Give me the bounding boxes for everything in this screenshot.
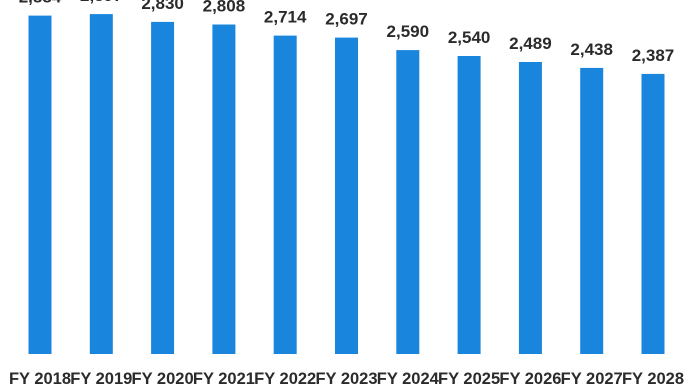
x-tick-label: FY 2020 xyxy=(132,370,194,388)
x-tick-label: FY 2022 xyxy=(254,370,316,388)
bar xyxy=(580,67,604,355)
x-tick-label: FY 2026 xyxy=(499,370,561,388)
bar-value-label: 2,489 xyxy=(509,34,552,53)
x-tick-label: FY 2023 xyxy=(315,370,377,388)
bar xyxy=(518,62,542,354)
bar-value-label: 2,438 xyxy=(570,40,613,59)
bar-value-label: 2,590 xyxy=(387,22,430,41)
bar-value-label: 2,897 xyxy=(80,0,123,5)
x-tick-label: FY 2021 xyxy=(193,370,255,388)
bar xyxy=(396,50,420,354)
bar xyxy=(151,21,175,355)
x-tick-label: FY 2027 xyxy=(561,370,623,388)
x-tick-label: FY 2019 xyxy=(70,370,132,388)
bar-value-label: 2,830 xyxy=(141,0,184,13)
bar xyxy=(28,15,52,354)
x-tick-labels-group: FY 2018 FY 2019 FY 2020 FY 2021 FY 2022 FY 20… xyxy=(9,370,684,388)
bar-value-label: 2,884 xyxy=(19,0,62,7)
x-tick-label: FY 2018 xyxy=(9,370,71,388)
bar-value-label: 2,714 xyxy=(264,8,307,27)
bar xyxy=(273,35,297,354)
data-labels-group: 2,884 2,897 2,830 2,808 2,714 2,697 2,590 2,540… xyxy=(19,0,675,65)
bar xyxy=(641,73,665,355)
bar-value-label: 2,697 xyxy=(325,10,368,29)
x-tick-label: FY 2024 xyxy=(377,370,440,388)
bar-value-label: 2,808 xyxy=(203,0,246,16)
bar xyxy=(335,37,358,354)
bar xyxy=(89,14,113,354)
bar xyxy=(212,24,236,354)
x-tick-label: FY 2025 xyxy=(438,370,500,388)
bars-group xyxy=(28,14,665,355)
bar xyxy=(457,56,481,354)
bar-value-label: 2,387 xyxy=(632,46,675,65)
x-tick-label: FY 2028 xyxy=(622,370,684,388)
bar-value-label: 2,540 xyxy=(448,28,491,47)
